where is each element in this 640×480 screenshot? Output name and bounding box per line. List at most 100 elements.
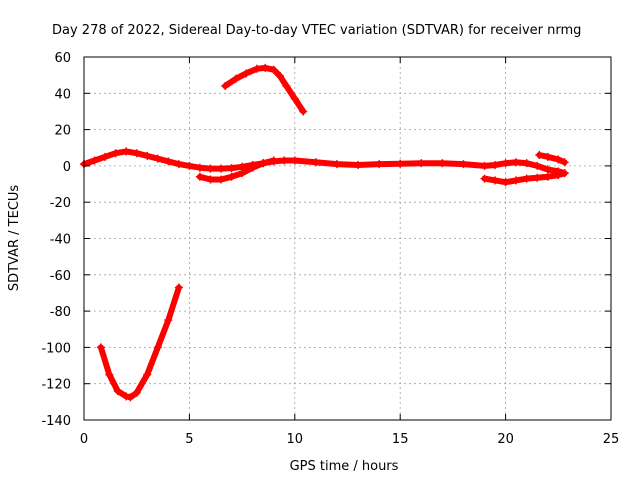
y-tick-label: -100 bbox=[41, 341, 71, 356]
data-point bbox=[282, 82, 291, 91]
data-point bbox=[480, 161, 489, 170]
data-point bbox=[332, 160, 341, 169]
series-layer bbox=[80, 63, 569, 402]
data-point bbox=[554, 155, 563, 164]
data-point bbox=[501, 178, 510, 187]
data-point bbox=[522, 159, 531, 168]
x-tick-label: 20 bbox=[497, 432, 514, 447]
data-point bbox=[111, 149, 120, 158]
data-point bbox=[535, 151, 544, 160]
data-point bbox=[227, 172, 236, 181]
data-point bbox=[122, 147, 131, 156]
y-tick-label: -40 bbox=[50, 233, 71, 248]
data-point bbox=[122, 392, 131, 401]
data-point bbox=[512, 158, 521, 167]
chart-title: Day 278 of 2022, Sidereal Day-to-day VTE… bbox=[52, 23, 581, 38]
y-tick-label: -120 bbox=[41, 378, 71, 393]
series-segment-end bbox=[536, 152, 568, 166]
y-axis-label: SDTVAR / TECUs bbox=[7, 185, 22, 292]
x-tick-label: 5 bbox=[185, 432, 193, 447]
data-point bbox=[491, 176, 500, 185]
data-point bbox=[174, 160, 183, 169]
data-point bbox=[261, 63, 270, 72]
data-point bbox=[560, 169, 569, 178]
data-point bbox=[290, 94, 299, 103]
data-point bbox=[96, 343, 105, 352]
data-point bbox=[375, 160, 384, 169]
data-point bbox=[252, 64, 261, 73]
data-point bbox=[276, 72, 285, 81]
data-point bbox=[132, 388, 141, 397]
data-point bbox=[543, 172, 552, 181]
data-point bbox=[153, 154, 162, 163]
data-point bbox=[206, 175, 215, 184]
x-tick-label: 0 bbox=[80, 432, 88, 447]
series-arc-low bbox=[97, 284, 182, 401]
x-axis-label: GPS time / hours bbox=[290, 459, 399, 474]
data-point bbox=[533, 161, 542, 170]
data-point bbox=[290, 156, 299, 165]
data-point bbox=[543, 152, 552, 161]
data-point bbox=[417, 159, 426, 168]
data-point bbox=[221, 82, 230, 91]
y-tick-label: 0 bbox=[63, 160, 71, 175]
data-point bbox=[560, 158, 569, 167]
data-point bbox=[164, 157, 173, 166]
y-tick-label: 40 bbox=[54, 87, 71, 102]
data-point bbox=[231, 74, 240, 83]
grid bbox=[84, 57, 611, 420]
y-tick-label: -80 bbox=[50, 305, 71, 320]
data-point bbox=[126, 393, 135, 402]
data-point bbox=[269, 65, 278, 74]
series-arc-high bbox=[222, 64, 307, 115]
data-point bbox=[501, 159, 510, 168]
data-point bbox=[522, 174, 531, 183]
data-point bbox=[90, 156, 99, 165]
y-tick-label: -140 bbox=[41, 414, 71, 429]
y-tick-label: 60 bbox=[54, 51, 71, 66]
data-point bbox=[512, 176, 521, 185]
data-point bbox=[164, 316, 173, 325]
data-point bbox=[217, 164, 226, 173]
plot-frame bbox=[83, 56, 612, 421]
data-point bbox=[185, 161, 194, 170]
data-point bbox=[533, 173, 542, 182]
series-main-band bbox=[81, 148, 568, 177]
data-point bbox=[195, 172, 204, 181]
x-tick-label: 10 bbox=[287, 432, 304, 447]
data-point bbox=[238, 169, 247, 178]
y-tick-label: 20 bbox=[54, 124, 71, 139]
data-point bbox=[554, 170, 563, 179]
data-point bbox=[311, 158, 320, 167]
data-point bbox=[396, 159, 405, 168]
data-point bbox=[480, 174, 489, 183]
data-point bbox=[491, 160, 500, 169]
data-point bbox=[101, 152, 110, 161]
data-point bbox=[459, 160, 468, 169]
x-tick-label: 15 bbox=[392, 432, 409, 447]
data-point bbox=[227, 164, 236, 173]
data-point bbox=[143, 370, 152, 379]
data-point bbox=[543, 165, 552, 174]
data-point bbox=[299, 107, 308, 116]
data-point bbox=[217, 175, 226, 184]
data-point bbox=[132, 149, 141, 158]
data-point bbox=[105, 370, 114, 379]
data-point bbox=[174, 283, 183, 292]
data-point bbox=[269, 156, 278, 165]
data-point bbox=[438, 159, 447, 168]
y-tick-label: -20 bbox=[50, 196, 71, 211]
ticks: 0 5 10 15 20 25 60 40 20 0 -20 -40 -60 -80 -100 -120 -14… bbox=[41, 51, 619, 447]
data-point bbox=[113, 386, 122, 395]
data-point bbox=[280, 156, 289, 165]
data-point bbox=[195, 163, 204, 172]
data-point bbox=[354, 160, 363, 169]
data-point bbox=[206, 164, 215, 173]
x-tick-label: 25 bbox=[603, 432, 620, 447]
data-point bbox=[143, 151, 152, 160]
data-point bbox=[242, 69, 251, 78]
data-point bbox=[153, 343, 162, 352]
data-point bbox=[259, 159, 268, 168]
data-point bbox=[248, 163, 257, 172]
